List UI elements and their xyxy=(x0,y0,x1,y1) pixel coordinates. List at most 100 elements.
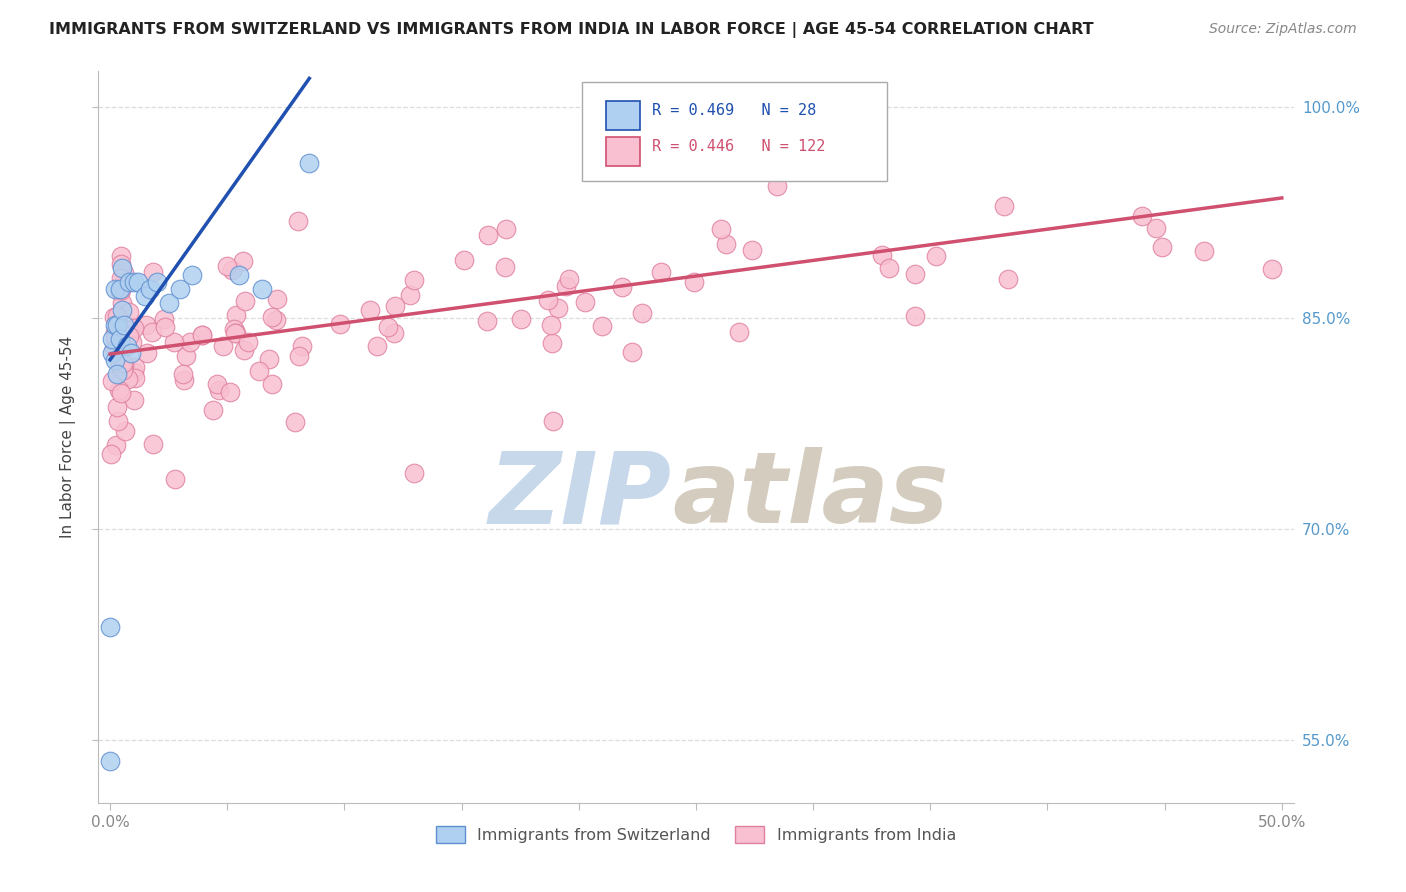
Point xyxy=(112,359,135,373)
Point xyxy=(141,325,163,339)
Point xyxy=(101,332,124,346)
Point xyxy=(98,754,121,768)
Point xyxy=(134,289,156,303)
Point xyxy=(111,295,134,310)
Point xyxy=(124,360,146,375)
Point xyxy=(260,377,283,392)
Point xyxy=(172,367,194,381)
FancyBboxPatch shape xyxy=(606,101,640,130)
Point xyxy=(122,276,145,290)
Point xyxy=(118,276,141,290)
Point xyxy=(359,302,381,317)
Point xyxy=(1261,262,1284,277)
Point xyxy=(1152,240,1174,254)
Point xyxy=(247,364,270,378)
Point xyxy=(228,268,250,283)
Point xyxy=(384,299,406,313)
Text: Source: ZipAtlas.com: Source: ZipAtlas.com xyxy=(1209,22,1357,37)
Point xyxy=(398,288,420,302)
Point xyxy=(114,424,136,438)
Point xyxy=(98,620,121,634)
Point xyxy=(232,254,254,268)
Point xyxy=(115,338,138,352)
Point xyxy=(650,265,672,279)
Point xyxy=(146,276,169,290)
Point xyxy=(287,213,309,227)
Point xyxy=(107,383,129,397)
Point xyxy=(329,317,352,331)
Point xyxy=(107,413,129,427)
Point xyxy=(118,304,141,318)
Point xyxy=(105,340,128,354)
Point xyxy=(682,275,704,289)
Point xyxy=(218,385,240,400)
Point xyxy=(105,367,128,381)
Point xyxy=(174,349,197,363)
Point xyxy=(540,318,562,332)
Point xyxy=(122,365,145,379)
Point xyxy=(233,343,256,357)
Point xyxy=(475,314,498,328)
Point xyxy=(191,328,214,343)
Point xyxy=(100,447,122,461)
Point xyxy=(925,249,948,263)
Point xyxy=(494,260,516,274)
Point xyxy=(111,363,134,377)
Point xyxy=(162,334,184,349)
Point xyxy=(153,312,176,326)
Point xyxy=(104,352,127,367)
Point xyxy=(997,272,1019,286)
Point xyxy=(105,318,128,332)
Point xyxy=(124,371,146,385)
Point xyxy=(127,276,149,290)
Point xyxy=(574,294,596,309)
Point xyxy=(728,325,751,339)
Point xyxy=(402,466,425,480)
Point xyxy=(110,271,132,285)
Point xyxy=(366,338,388,352)
Point xyxy=(101,374,124,388)
Point xyxy=(377,320,399,334)
Point xyxy=(257,352,280,367)
Point xyxy=(233,294,256,309)
Point xyxy=(112,266,135,280)
Point xyxy=(547,301,569,315)
Point xyxy=(558,272,581,286)
Point xyxy=(404,273,426,287)
Point xyxy=(121,319,143,334)
Point xyxy=(904,267,927,281)
Text: IMMIGRANTS FROM SWITZERLAND VS IMMIGRANTS FROM INDIA IN LABOR FORCE | AGE 45-54 : IMMIGRANTS FROM SWITZERLAND VS IMMIGRANT… xyxy=(49,22,1094,38)
Point xyxy=(155,319,177,334)
Point xyxy=(291,339,314,353)
Point xyxy=(540,336,562,351)
Point xyxy=(112,318,135,332)
Point xyxy=(111,261,134,276)
Point xyxy=(236,334,259,349)
Point xyxy=(105,438,128,452)
Point xyxy=(103,310,125,324)
Point xyxy=(136,346,159,360)
Point xyxy=(212,339,235,353)
Point xyxy=(453,252,475,267)
Point xyxy=(591,319,613,334)
Point xyxy=(107,401,129,415)
Point xyxy=(142,437,165,451)
Text: atlas: atlas xyxy=(672,447,949,544)
Point xyxy=(108,332,131,346)
Point xyxy=(139,282,162,296)
Point xyxy=(173,373,195,387)
Point xyxy=(201,403,224,417)
Point xyxy=(104,282,127,296)
Point xyxy=(157,296,180,310)
Point xyxy=(117,372,139,386)
Point xyxy=(1130,210,1153,224)
Point xyxy=(284,415,307,429)
Point xyxy=(225,326,247,341)
Point xyxy=(264,312,287,326)
Point xyxy=(141,265,163,279)
Point xyxy=(477,227,499,242)
Point xyxy=(135,318,157,332)
Point xyxy=(224,322,246,336)
FancyBboxPatch shape xyxy=(606,137,640,167)
Point xyxy=(110,285,132,299)
